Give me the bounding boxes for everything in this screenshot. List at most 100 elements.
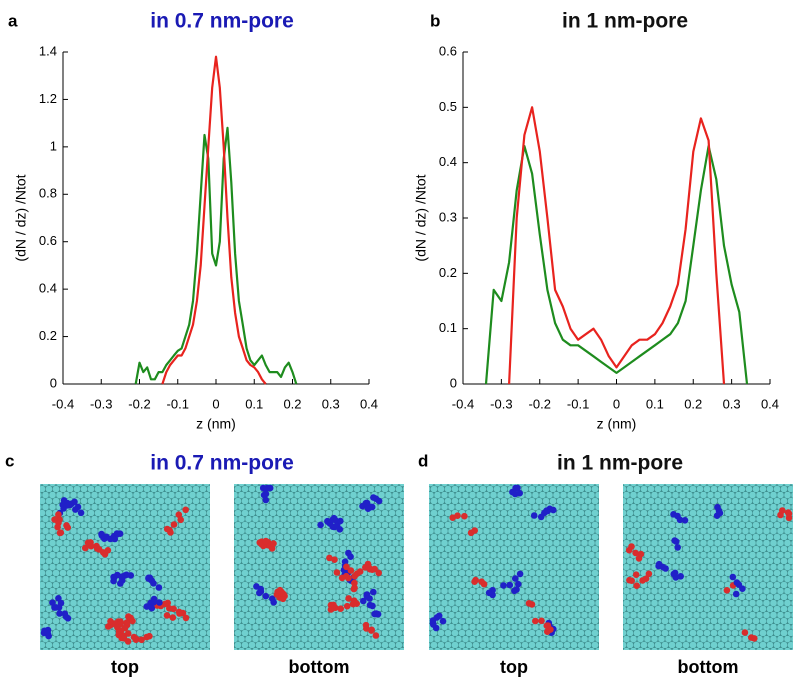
atom — [356, 568, 364, 575]
y-tick-label: 0 — [450, 375, 457, 390]
x-axis-label: z (nm) — [597, 416, 637, 432]
atom — [64, 615, 72, 622]
atom — [516, 489, 523, 497]
atom — [478, 578, 485, 585]
atom — [637, 550, 645, 558]
atom — [374, 610, 382, 618]
atom — [45, 632, 52, 640]
snapshot — [234, 484, 404, 650]
atom — [270, 540, 277, 547]
atom — [104, 547, 112, 554]
atom — [156, 599, 163, 606]
atom — [60, 505, 67, 512]
atom — [732, 590, 740, 598]
atom — [516, 570, 524, 578]
atom — [54, 523, 61, 531]
atom — [375, 569, 383, 577]
snapshot-base — [623, 484, 793, 650]
atom — [550, 506, 557, 514]
atom — [71, 498, 78, 506]
atom — [262, 592, 270, 600]
atom — [155, 584, 163, 591]
atom — [57, 599, 65, 607]
atom — [676, 516, 684, 524]
atom — [150, 580, 157, 587]
atom — [98, 532, 106, 539]
atom — [543, 507, 550, 514]
atom — [751, 635, 758, 642]
atom — [674, 544, 681, 551]
x-tick-label: -0.3 — [490, 396, 512, 411]
snapshot-base — [234, 484, 404, 650]
atom — [632, 549, 639, 557]
atom — [324, 517, 331, 525]
atom — [77, 509, 85, 517]
atom — [506, 581, 514, 589]
y-tick-label: 0.1 — [439, 320, 457, 335]
atom — [255, 589, 263, 597]
atom — [671, 537, 678, 544]
atom — [360, 597, 367, 605]
atom — [331, 556, 338, 563]
atom — [107, 618, 114, 625]
atom — [113, 530, 121, 537]
y-tick-label: 1 — [50, 138, 57, 153]
atom — [57, 529, 65, 536]
x-tick-label: -0.1 — [567, 396, 589, 411]
atom — [259, 484, 267, 492]
y-tick-label: 0.4 — [439, 154, 457, 169]
snapshot-label: bottom — [289, 657, 350, 677]
atom — [262, 537, 270, 545]
atom — [336, 526, 344, 533]
panel-label: c — [5, 451, 14, 470]
y-tick-label: 0.6 — [439, 43, 457, 58]
atom — [55, 511, 62, 518]
x-tick-label: -0.4 — [452, 396, 474, 411]
x-tick-label: 0.1 — [245, 396, 263, 411]
atom — [343, 563, 350, 571]
atom — [182, 614, 190, 622]
x-tick-label: 0.4 — [360, 396, 378, 411]
chart-title: in 0.7 nm-pore — [150, 10, 294, 33]
atom — [628, 577, 635, 584]
atom — [509, 488, 516, 496]
x-tick-label: 0 — [613, 396, 620, 411]
atom — [681, 517, 689, 524]
y-tick-label: 0.5 — [439, 99, 457, 114]
atom — [82, 544, 89, 552]
atom — [785, 510, 793, 517]
snapshot-label: top — [500, 657, 528, 677]
atom — [74, 503, 82, 511]
atom — [175, 511, 183, 518]
atom — [544, 628, 551, 635]
atom — [525, 600, 533, 607]
atom — [177, 516, 184, 524]
y-tick-label: 0.6 — [39, 233, 57, 248]
x-tick-label: -0.1 — [167, 396, 189, 411]
atom — [148, 604, 156, 612]
atom — [362, 621, 370, 629]
atom — [489, 591, 496, 599]
atom — [662, 565, 669, 572]
atom — [124, 630, 132, 637]
snapshot-title: in 0.7 nm-pore — [150, 452, 294, 475]
atom — [317, 521, 324, 529]
atom — [270, 599, 278, 606]
panel-label: b — [430, 11, 440, 30]
chart-title: in 1 nm-pore — [562, 10, 688, 33]
atom — [331, 604, 339, 612]
atom — [723, 587, 731, 594]
atom — [543, 622, 551, 629]
atom — [120, 635, 128, 642]
snapshot — [623, 484, 793, 650]
atom — [642, 575, 650, 582]
snapshot-base — [429, 484, 599, 650]
atom — [138, 636, 145, 644]
atom — [512, 575, 519, 582]
atom — [454, 512, 461, 519]
atom — [471, 527, 479, 534]
y-axis-label: (dN / dz) /Ntot — [413, 174, 429, 261]
atom — [87, 542, 95, 550]
